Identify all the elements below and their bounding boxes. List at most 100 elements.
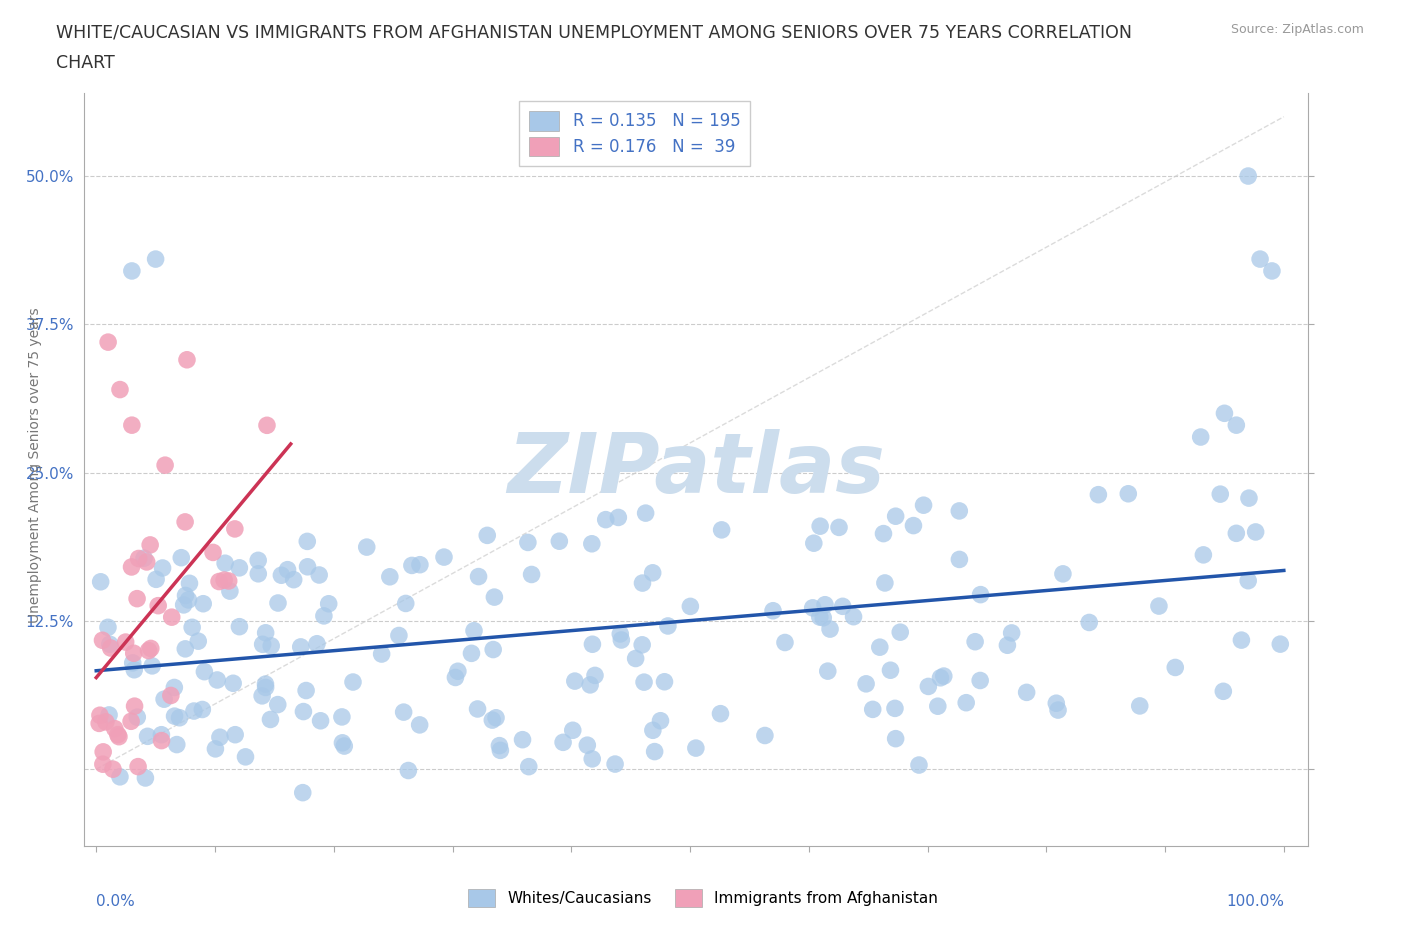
Point (247, 566, 270, 581)
Point (1001, 626, 1024, 641)
Legend: Whites/Caucasians, Immigrants from Afghanistan: Whites/Caucasians, Immigrants from Afgha… (461, 884, 945, 913)
Point (121, 263, 143, 278)
Point (631, 576, 654, 591)
Point (148, 598, 170, 613)
Point (831, 599, 853, 614)
Point (817, 664, 839, 679)
Point (202, 545, 225, 560)
Point (607, 510, 630, 525)
Point (641, 723, 664, 737)
Point (814, 597, 837, 612)
Point (433, 550, 456, 565)
Point (127, 710, 149, 724)
Point (136, 729, 159, 744)
Point (97, 335, 120, 350)
Point (174, 514, 197, 529)
Point (295, 684, 318, 698)
Point (139, 641, 162, 656)
Point (108, 769, 131, 784)
Point (395, 596, 418, 611)
Point (120, 714, 142, 729)
Point (1015, 684, 1038, 699)
Point (104, 721, 127, 736)
Point (128, 551, 150, 566)
Point (100, 641, 122, 656)
Point (1192, 548, 1215, 563)
Point (603, 757, 626, 772)
Point (252, 637, 274, 652)
Point (125, 591, 148, 606)
Point (177, 592, 200, 607)
Point (212, 573, 235, 588)
Point (1087, 487, 1109, 502)
Text: Source: ZipAtlas.com: Source: ZipAtlas.com (1230, 23, 1364, 36)
Point (884, 509, 907, 524)
Point (948, 503, 970, 518)
Point (773, 635, 796, 650)
Point (183, 704, 205, 719)
Point (1249, 252, 1271, 267)
Point (169, 711, 191, 725)
Point (879, 663, 901, 678)
Point (912, 498, 935, 512)
Point (1225, 525, 1247, 540)
Point (467, 569, 489, 584)
Point (997, 638, 1019, 653)
Point (101, 762, 124, 777)
Point (884, 731, 907, 746)
Point (132, 551, 155, 565)
Point (1270, 637, 1292, 652)
Point (160, 688, 183, 703)
Point (173, 597, 195, 612)
Point (482, 642, 505, 657)
Point (644, 744, 666, 759)
Point (818, 621, 841, 636)
Point (89, 716, 111, 731)
Point (222, 676, 245, 691)
Point (122, 662, 145, 677)
Point (969, 673, 991, 688)
Point (813, 610, 835, 625)
Point (254, 677, 277, 692)
Point (1052, 566, 1074, 581)
Point (1237, 573, 1260, 588)
Point (444, 670, 467, 684)
Point (207, 672, 229, 687)
Point (94, 714, 117, 729)
Point (218, 574, 240, 589)
Point (191, 702, 214, 717)
Point (392, 705, 415, 720)
Point (828, 520, 851, 535)
Point (135, 554, 157, 569)
Point (297, 559, 319, 574)
Point (1237, 491, 1260, 506)
Point (609, 627, 631, 642)
Point (308, 567, 330, 582)
Point (1213, 405, 1236, 420)
Point (228, 619, 250, 634)
Point (624, 651, 647, 666)
Text: Unemployment Among Seniors over 75 years: Unemployment Among Seniors over 75 years (28, 307, 42, 623)
Point (124, 698, 146, 713)
Point (396, 764, 419, 778)
Point (235, 750, 257, 764)
Point (889, 625, 911, 640)
Point (260, 638, 283, 653)
Point (685, 740, 707, 755)
Point (204, 741, 226, 756)
Point (187, 633, 209, 648)
Point (808, 519, 831, 534)
Point (219, 584, 242, 599)
Point (139, 538, 162, 552)
Point (650, 713, 672, 728)
Point (134, 771, 156, 786)
Point (1078, 615, 1101, 630)
Point (141, 658, 163, 673)
Point (333, 738, 356, 753)
Point (754, 728, 776, 743)
Point (267, 698, 290, 712)
Point (378, 569, 401, 584)
Point (150, 733, 173, 748)
Point (862, 702, 884, 717)
Point (224, 522, 246, 537)
